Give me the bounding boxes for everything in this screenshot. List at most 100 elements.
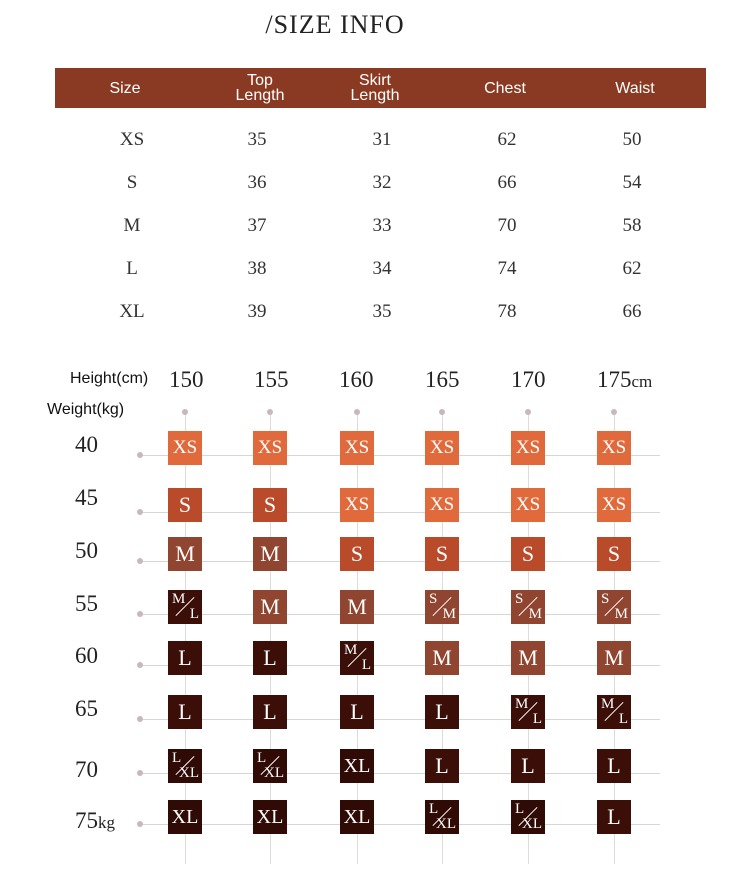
size-badge-secondary: L [532,711,542,727]
size-badge-secondary: M [528,606,542,622]
weight-value: 60 [75,643,98,669]
header-chest: Chest [484,79,526,97]
height-dot [267,409,273,415]
weight-value: 65 [75,696,98,722]
size-badge: L XL [253,749,287,783]
size-badge: L [168,641,202,675]
weight-value: 50 [75,538,98,564]
size-badge: XL [340,800,374,834]
size-badge: M [511,641,545,675]
weight-number: 65 [75,696,98,721]
weight-number: 70 [75,757,98,782]
weight-value: 70 [75,757,98,783]
cell-size: M [123,215,141,236]
cell-size: L [126,258,138,279]
size-badge: M [253,590,287,624]
size-badge: XL [253,800,287,834]
height-unit: cm [631,372,653,391]
grid-line-horizontal [140,561,660,562]
size-badge: L [425,695,459,729]
cell-waist: 50 [622,129,642,150]
size-badge-primary: S [429,591,438,607]
size-badge: XS [425,431,459,465]
size-badge: L [253,641,287,675]
cell-waist: 54 [622,172,642,193]
size-badge: S [253,488,287,522]
height-number: 170 [511,367,546,392]
weight-value: 75kg [75,808,115,834]
weight-dot [137,716,143,722]
size-badge: L [597,800,631,834]
cell-top-length: 38 [247,258,267,279]
weight-number: 45 [75,485,98,510]
height-value: 165 [425,367,460,393]
grid-line-vertical [185,414,186,864]
grid-line-horizontal [140,614,660,615]
weight-value: 45 [75,485,98,511]
height-value: 160 [339,367,374,393]
header-top-length: Top Length [235,72,285,104]
size-badge-primary: M [172,591,186,607]
weight-number: 50 [75,538,98,563]
size-badge: M [425,641,459,675]
cell-chest: 66 [497,172,517,193]
size-badge: XS [340,431,374,465]
cell-size: XL [119,301,145,322]
size-badge: L XL [425,800,459,834]
grid-line-vertical [270,414,271,864]
size-badge-primary: M [601,696,615,712]
size-badge: XL [340,749,374,783]
size-badge: XS [340,488,374,522]
cell-waist: 62 [622,258,642,279]
weight-number: 60 [75,643,98,668]
cell-skirt-length: 35 [372,301,392,322]
size-badge-primary: S [601,591,610,607]
cell-chest: 70 [497,215,517,236]
size-badge: XS [597,431,631,465]
cell-chest: 62 [497,129,517,150]
size-badge-secondary: XL [179,765,199,781]
size-badge: S [168,488,202,522]
weight-dot [137,611,143,617]
height-value: 155 [254,367,289,393]
size-badge-secondary: XL [264,765,284,781]
grid-line-horizontal [140,512,660,513]
cell-waist: 66 [622,301,642,322]
size-badge-primary: L [257,750,267,766]
cell-chest: 74 [497,258,517,279]
height-number: 175 [597,367,632,392]
height-value: 175cm [597,367,652,393]
height-axis-label: Height(cm) [70,370,149,387]
size-badge: L [425,749,459,783]
size-badge: L [253,695,287,729]
weight-dot [137,662,143,668]
size-badge: M [597,641,631,675]
cell-top-length: 39 [247,301,267,322]
header-size: Size [109,79,141,97]
cell-size: S [126,172,138,193]
header-skirt-length: Skirt Length [350,72,400,104]
size-badge-secondary: XL [436,816,456,832]
size-badge: S [511,537,545,571]
weight-value: 55 [75,591,98,617]
size-badge-primary: M [344,642,358,658]
weight-dot [137,509,143,515]
height-dot [525,409,531,415]
size-badge: M [340,590,374,624]
size-badge: XS [511,431,545,465]
weight-number: 55 [75,591,98,616]
grid-line-horizontal [140,824,660,825]
cell-top-length: 36 [247,172,267,193]
size-badge-primary: M [515,696,529,712]
grid-line-vertical [614,414,615,864]
size-badge: L [168,695,202,729]
size-badge-primary: L [429,801,439,817]
size-badge: M [168,537,202,571]
cell-waist: 58 [622,215,642,236]
cell-top-length: 35 [247,129,267,150]
